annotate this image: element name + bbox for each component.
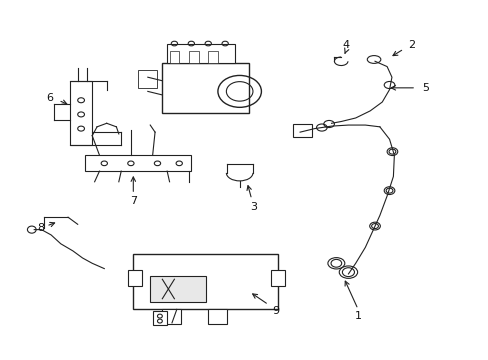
Bar [70,81,92,145]
Bar [162,63,249,113]
Text: 8: 8 [37,223,44,233]
Bar [128,270,142,286]
Bar [270,270,284,286]
Text: 9: 9 [272,306,279,316]
Bar [150,276,205,302]
Bar [133,255,278,309]
Text: 1: 1 [354,311,361,321]
Text: 7: 7 [129,196,137,206]
Text: 4: 4 [342,40,349,50]
Bar [188,51,198,63]
Bar [292,124,311,137]
Text: 6: 6 [46,94,54,103]
Text: 2: 2 [407,40,414,50]
Text: 3: 3 [250,202,257,212]
Bar [138,70,157,88]
Text: 5: 5 [422,83,428,93]
Bar [85,155,191,171]
Bar [208,309,226,324]
Bar [167,44,234,63]
Bar [169,51,179,63]
Bar [208,51,218,63]
Bar [152,311,167,325]
Bar [162,309,180,324]
